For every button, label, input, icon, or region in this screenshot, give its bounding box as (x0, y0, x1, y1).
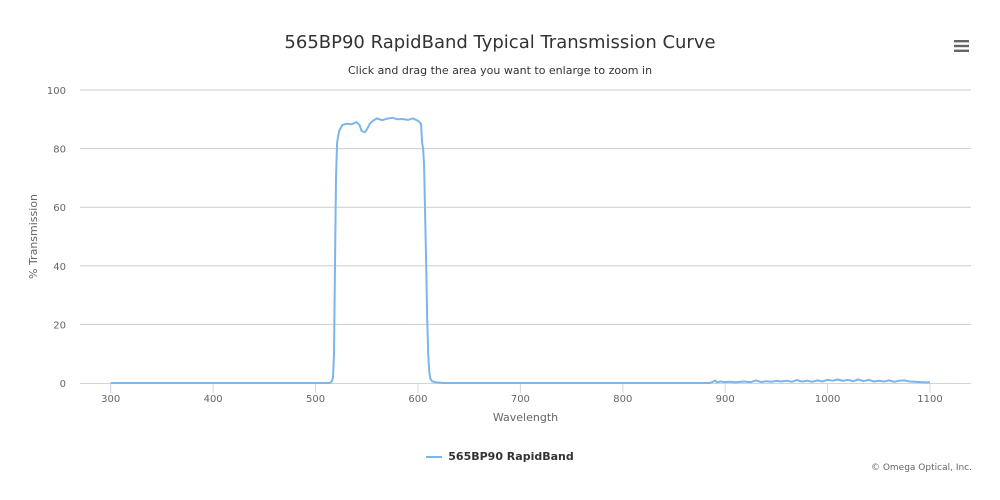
y-tick-label: 40 (53, 262, 66, 273)
legend-label: 565BP90 RapidBand (448, 450, 574, 463)
x-tick-label: 1000 (815, 394, 840, 405)
y-tick-label: 80 (53, 145, 66, 156)
y-tick-label: 100 (47, 86, 66, 97)
legend-item[interactable]: 565BP90 RapidBand (0, 450, 1000, 463)
credit-text[interactable]: © Omega Optical, Inc. (870, 463, 972, 473)
x-tick-label: 700 (511, 394, 530, 405)
y-tick-label: 20 (53, 320, 66, 331)
x-axis-title: Wavelength (493, 411, 558, 424)
x-tick-label: 800 (613, 394, 632, 405)
x-tick-label: 600 (408, 394, 427, 405)
series-line[interactable] (110, 116, 930, 384)
series-layer (110, 116, 930, 384)
chart-title: 565BP90 RapidBand Typical Transmission C… (284, 32, 716, 53)
x-tick-label: 300 (101, 394, 120, 405)
x-tick-label: 900 (716, 394, 735, 405)
y-axis-title: % Transmission (27, 194, 40, 279)
legend-swatch (426, 455, 443, 458)
chart-subtitle: Click and drag the area you want to enla… (347, 64, 653, 77)
y-axis-tick-labels: 0 20 40 60 80 100 (47, 86, 66, 390)
x-tick-label: 500 (306, 394, 325, 405)
x-axis (80, 383, 971, 393)
y-tick-label: 60 (53, 203, 66, 214)
y-tick-label: 0 (60, 379, 66, 390)
x-tick-label: 1100 (917, 394, 942, 405)
x-axis-tick-labels: 300 400 500 600 700 800 900 1000 1100 (101, 394, 943, 405)
hamburger-menu-icon[interactable] (950, 36, 974, 56)
grid-lines (80, 89, 971, 325)
x-tick-label: 400 (204, 394, 223, 405)
